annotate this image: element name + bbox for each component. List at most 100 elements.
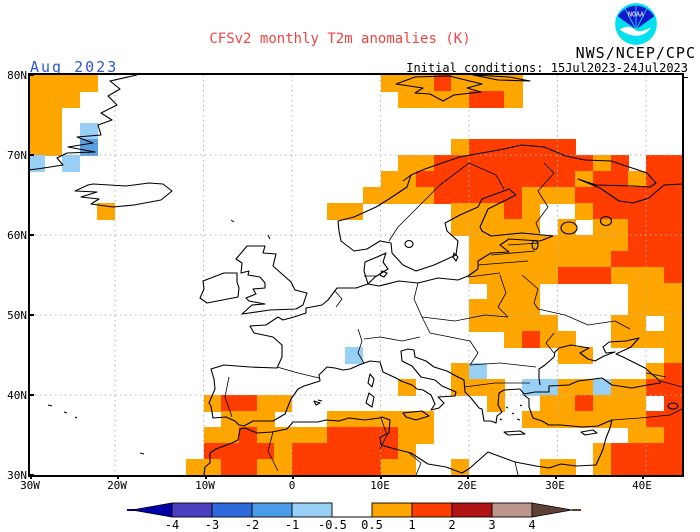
anomaly-cell — [44, 123, 63, 140]
lon-label-10w: 10W — [185, 475, 225, 492]
anomaly-cell — [504, 299, 523, 316]
anomaly-cell — [504, 171, 523, 188]
anomaly-cell — [221, 443, 240, 460]
anomaly-cell — [592, 395, 612, 412]
anomaly-cell — [628, 187, 647, 204]
anomaly-cell — [681, 315, 682, 332]
lat-label-40n: 40N — [0, 389, 34, 402]
anomaly-cell — [415, 411, 435, 428]
anomaly-cell — [327, 411, 346, 428]
anomaly-cell — [256, 411, 275, 428]
anomaly-cell — [681, 171, 682, 188]
anomaly-cell — [469, 299, 488, 316]
anomaly-cell — [681, 443, 682, 460]
anomaly-cell — [398, 411, 417, 428]
anomaly-cell — [522, 299, 541, 316]
anomaly-cell — [681, 331, 682, 348]
agency-label: NWS/NCEP/CPC — [575, 44, 696, 62]
anomaly-cell — [44, 75, 63, 92]
anomaly-cell — [504, 331, 523, 348]
lat-label-30n: 30N — [0, 469, 34, 482]
anomaly-cell — [557, 379, 576, 396]
anomaly-cell — [274, 443, 293, 460]
anomaly-cell — [61, 75, 81, 92]
anomaly-cell — [681, 347, 682, 364]
anomaly-cell — [415, 91, 435, 108]
anomaly-cell — [380, 75, 399, 92]
anomaly-cell — [663, 203, 682, 220]
anomaly-cell — [646, 427, 665, 444]
anomaly-map — [28, 73, 684, 477]
anomaly-cell — [469, 315, 488, 332]
anomaly-cell — [362, 187, 381, 204]
anomaly-cell — [628, 203, 647, 220]
anomaly-cell — [256, 427, 275, 444]
anomaly-cell — [646, 251, 665, 268]
anomaly-cell — [504, 187, 523, 204]
anomaly-cell — [522, 171, 541, 188]
anomaly-cell — [398, 155, 417, 172]
anomaly-cell — [610, 251, 629, 268]
anomaly-cell — [557, 251, 576, 268]
anomaly-cell — [309, 459, 328, 475]
anomaly-cell — [451, 219, 470, 236]
anomaly-cell — [362, 427, 381, 444]
lon-label-20w: 20W — [97, 475, 137, 492]
anomaly-cell — [522, 139, 541, 156]
anomaly-cell — [610, 235, 629, 252]
anomaly-cell — [592, 267, 612, 284]
lon-label-0: 0 — [272, 475, 312, 492]
colorbar-label: 3 — [488, 518, 496, 532]
anomaly-cell — [256, 459, 275, 475]
anomaly-cell — [646, 283, 665, 300]
anomaly-cell — [398, 459, 417, 475]
lat-label-70n: 70N — [0, 149, 34, 162]
anomaly-cell — [203, 427, 222, 444]
colorbar — [127, 502, 581, 518]
anomaly-cell — [663, 315, 682, 332]
colorbar-label: -2 — [244, 518, 260, 532]
anomaly-cell — [469, 235, 488, 252]
anomaly-cell — [663, 347, 682, 364]
anomaly-cell — [362, 443, 381, 460]
anomaly-cell — [327, 459, 346, 475]
svg-text:NOAA: NOAA — [628, 10, 644, 18]
anomaly-cell — [592, 411, 612, 428]
anomaly-cell — [628, 299, 647, 316]
anomaly-cell — [238, 411, 258, 428]
page-title: CFSv2 monthly T2m anomalies (K) — [209, 31, 471, 47]
anomaly-cell — [592, 219, 612, 236]
anomaly-cell — [61, 155, 81, 172]
anomaly-cell — [362, 459, 381, 475]
anomaly-cell — [628, 427, 647, 444]
anomaly-cell — [44, 91, 63, 108]
anomaly-cell — [469, 155, 488, 172]
anomaly-cell — [380, 171, 399, 188]
anomaly-cell — [592, 203, 612, 220]
lat-label-60n: 60N — [0, 229, 34, 242]
anomaly-cell — [663, 267, 682, 284]
anomaly-cell — [663, 187, 682, 204]
colorbar-label: 2 — [448, 518, 456, 532]
colorbar-label: 4 — [528, 518, 536, 532]
anomaly-cell — [504, 251, 523, 268]
anomaly-cell — [557, 155, 576, 172]
anomaly-cell — [628, 251, 647, 268]
anomaly-cell — [628, 171, 647, 188]
anomaly-cell — [451, 187, 470, 204]
anomaly-cell — [646, 411, 665, 428]
anomaly-cell — [203, 459, 222, 475]
anomaly-cell — [681, 219, 682, 236]
anomaly-cell — [681, 251, 682, 268]
anomaly-cell — [504, 91, 523, 108]
anomaly-cell — [663, 459, 682, 475]
anomaly-cell — [221, 427, 240, 444]
anomaly-cell — [663, 443, 682, 460]
country-borders — [224, 162, 682, 475]
anomaly-cell — [327, 427, 346, 444]
anomaly-cell — [628, 219, 647, 236]
anomaly-cell — [504, 283, 523, 300]
anomaly-cell — [522, 315, 541, 332]
anomaly-cell — [274, 459, 293, 475]
anomaly-cell — [486, 315, 505, 332]
